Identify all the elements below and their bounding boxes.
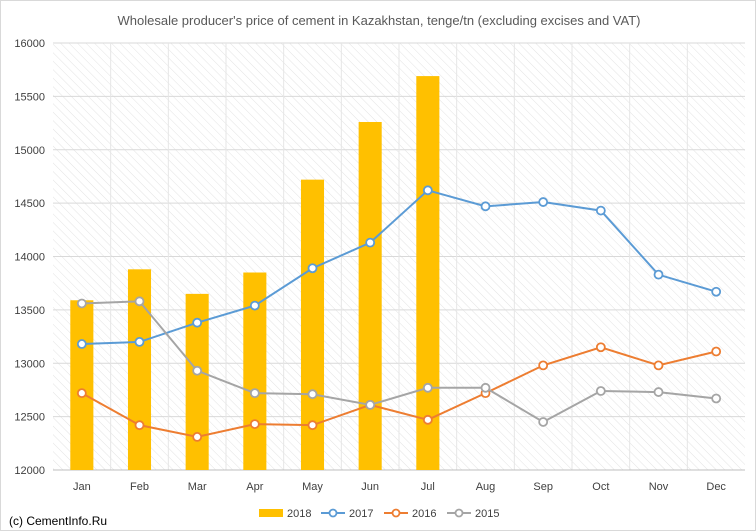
legend: 2018 2017 2016 2015 (259, 508, 499, 520)
point-2015 (422, 382, 433, 393)
point-2017 (422, 185, 433, 196)
series-line-2015 (81, 300, 717, 424)
point-2017 (249, 300, 260, 311)
point-2015 (134, 296, 145, 307)
x-tick-label: Aug (476, 481, 496, 493)
x-tick-label: Jan (73, 481, 91, 493)
point-2016 (192, 432, 203, 442)
point-2017 (192, 317, 203, 328)
point-2017 (595, 205, 606, 216)
legend-label-2016: 2016 (412, 508, 436, 520)
y-tick-label: 15500 (14, 91, 45, 103)
point-2017 (711, 286, 722, 297)
legend-marker-2017 (328, 508, 338, 518)
bar-2018 (70, 300, 94, 470)
bar-2018 (300, 179, 325, 470)
bar-2018 (416, 76, 440, 470)
point-2016 (595, 342, 606, 353)
point-2016 (538, 360, 549, 371)
point-2015 (653, 387, 664, 397)
point-2016 (76, 388, 87, 399)
point-2015 (192, 365, 203, 376)
point-2015 (365, 399, 376, 410)
legend-label-2018: 2018 (287, 508, 311, 520)
x-tick-label: May (302, 481, 323, 493)
legend-marker-2015 (454, 508, 464, 518)
x-tick-label: Jun (361, 481, 379, 493)
series-line-2016 (81, 346, 717, 438)
chart-title: Wholesale producer's price of cement in … (118, 13, 641, 28)
point-2015 (480, 382, 491, 393)
bar-2018 (185, 293, 209, 470)
bar-2018 (127, 269, 152, 470)
bar-2018 (243, 272, 267, 470)
point-2017 (480, 201, 491, 212)
legend-label-2017: 2017 (349, 508, 373, 520)
legend-swatch-2018 (259, 509, 283, 517)
bar-2018 (358, 121, 382, 471)
point-2017 (653, 269, 664, 280)
grid-layer (53, 42, 745, 471)
x-axis-ticks: Jan Feb Mar Apr May Jun Jul Aug Sep Oct Nov Dec (73, 481, 726, 493)
point-2015 (307, 389, 318, 400)
y-tick-label: 13500 (14, 305, 45, 317)
point-2016 (249, 419, 260, 429)
point-2016 (422, 414, 433, 425)
x-tick-label: Sep (533, 481, 553, 493)
legend-label-2015: 2015 (475, 508, 499, 520)
point-2017 (365, 237, 376, 248)
point-2016 (653, 360, 664, 371)
x-tick-label: Feb (130, 481, 149, 493)
y-axis-ticks: 12000 12500 13000 13500 14000 14500 15000 15500… (14, 38, 45, 477)
bar-series-layer (70, 76, 440, 471)
line-series-layer (76, 185, 722, 442)
point-2015 (711, 393, 722, 404)
x-tick-label: Jul (421, 481, 435, 493)
y-tick-label: 13000 (14, 358, 45, 370)
legend-marker-2016 (391, 508, 401, 518)
y-tick-label: 12000 (14, 465, 45, 477)
point-2017 (307, 263, 318, 274)
point-2017 (76, 339, 87, 349)
series-line-2017 (81, 189, 717, 346)
y-tick-label: 15000 (14, 145, 45, 157)
point-2015 (249, 388, 260, 399)
y-tick-label: 14500 (14, 198, 45, 210)
point-2017 (134, 336, 145, 347)
x-tick-label: Dec (706, 481, 726, 493)
point-2015 (538, 417, 549, 427)
y-tick-label: 12500 (14, 412, 45, 424)
point-2016 (711, 346, 722, 357)
point-2016 (134, 420, 145, 431)
point-2015 (595, 386, 606, 396)
point-2015 (76, 298, 87, 309)
x-tick-label: Nov (649, 481, 669, 493)
y-tick-label: 16000 (14, 38, 45, 50)
x-tick-label: Apr (246, 481, 263, 493)
y-tick-label: 14000 (14, 252, 45, 264)
point-2016 (307, 420, 318, 431)
point-2017 (538, 197, 549, 207)
x-tick-label: Mar (188, 481, 207, 493)
x-tick-label: Oct (592, 481, 609, 493)
copyright-text: (c) CementInfo.Ru (9, 514, 107, 528)
